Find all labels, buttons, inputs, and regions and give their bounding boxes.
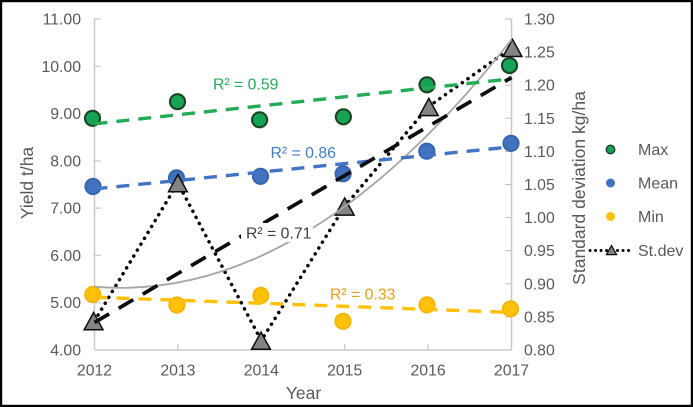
svg-text:1.10: 1.10 bbox=[524, 144, 555, 161]
svg-text:R² = 0.86: R² = 0.86 bbox=[271, 145, 337, 162]
svg-text:8.00: 8.00 bbox=[50, 153, 81, 170]
svg-text:1.30: 1.30 bbox=[524, 12, 555, 29]
svg-text:1.25: 1.25 bbox=[524, 45, 555, 62]
svg-text:2015: 2015 bbox=[327, 363, 362, 380]
svg-text:1.00: 1.00 bbox=[524, 210, 555, 227]
svg-text:R² = 0.33: R² = 0.33 bbox=[330, 287, 396, 304]
svg-text:5.00: 5.00 bbox=[50, 295, 81, 312]
svg-text:2012: 2012 bbox=[77, 363, 112, 380]
svg-text:Year: Year bbox=[286, 383, 322, 403]
svg-text:10.00: 10.00 bbox=[41, 59, 81, 76]
svg-text:R² = 0.71: R² = 0.71 bbox=[246, 226, 312, 243]
svg-text:0.80: 0.80 bbox=[524, 343, 555, 360]
svg-text:1.20: 1.20 bbox=[524, 78, 555, 95]
svg-text:1.05: 1.05 bbox=[524, 177, 555, 194]
svg-text:2016: 2016 bbox=[411, 363, 446, 380]
svg-text:St.dev: St.dev bbox=[638, 243, 683, 260]
svg-text:R² = 0.59: R² = 0.59 bbox=[213, 77, 279, 94]
svg-text:0.95: 0.95 bbox=[524, 243, 555, 260]
svg-text:4.00: 4.00 bbox=[50, 343, 81, 360]
svg-text:0.85: 0.85 bbox=[524, 309, 555, 326]
svg-text:Max: Max bbox=[638, 142, 668, 159]
svg-text:Yield t/ha: Yield t/ha bbox=[17, 147, 37, 220]
svg-text:11.00: 11.00 bbox=[43, 12, 82, 29]
svg-text:2017: 2017 bbox=[494, 363, 529, 380]
svg-text:2013: 2013 bbox=[160, 363, 195, 380]
svg-text:0.90: 0.90 bbox=[524, 276, 555, 293]
svg-text:7.00: 7.00 bbox=[50, 201, 81, 218]
svg-text:Min: Min bbox=[638, 209, 664, 226]
svg-text:Standard deviation kg/ha: Standard deviation kg/ha bbox=[569, 91, 589, 285]
svg-text:9.00: 9.00 bbox=[50, 106, 81, 123]
svg-text:Mean: Mean bbox=[638, 176, 678, 193]
svg-text:1.15: 1.15 bbox=[524, 111, 555, 128]
svg-text:6.00: 6.00 bbox=[50, 248, 81, 265]
svg-text:2014: 2014 bbox=[244, 363, 279, 380]
